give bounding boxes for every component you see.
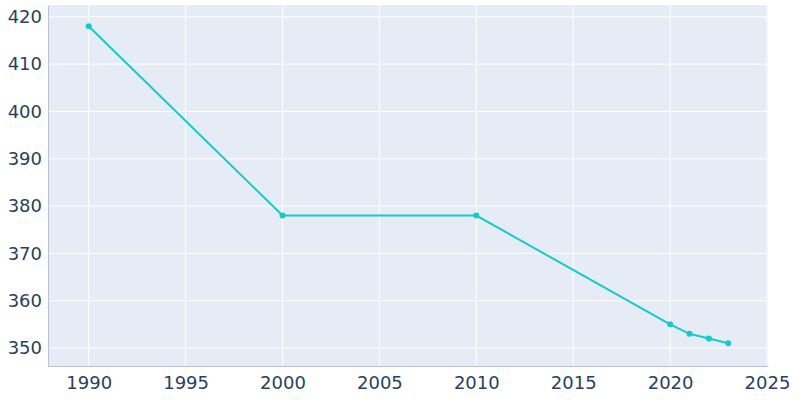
x-grid-line <box>379 5 380 366</box>
x-grid-line <box>185 5 186 366</box>
y-axis-tick-label: 370 <box>8 243 42 264</box>
x-grid-line <box>88 5 89 366</box>
y-grid-line <box>48 300 768 301</box>
y-grid-line <box>48 348 768 349</box>
x-axis-tick-label: 2025 <box>745 372 791 393</box>
line <box>89 26 729 343</box>
marker <box>687 331 693 337</box>
x-axis-tick: 2025 <box>745 366 791 393</box>
x-axis-tick-label: 1990 <box>66 372 112 393</box>
y-grid-line <box>48 64 768 65</box>
marker <box>280 213 286 219</box>
x-axis-tick-label: 1995 <box>163 372 209 393</box>
marker <box>725 340 731 346</box>
x-axis-tick-label: 2020 <box>648 372 694 393</box>
y-axis-tick: 390 <box>8 148 48 169</box>
x-axis-tick: 2020 <box>648 366 694 393</box>
chart: 1990 1995 2000 2005 2010 2015 2020 2025 350 360 37… <box>0 0 800 400</box>
marker <box>86 23 92 29</box>
x-axis-tick-label: 2005 <box>357 372 403 393</box>
x-axis-line <box>49 366 769 367</box>
marker <box>473 213 479 219</box>
x-axis-tick: 2005 <box>357 366 403 393</box>
y-axis-line <box>48 6 49 367</box>
y-axis-tick: 400 <box>8 101 48 122</box>
x-axis-tick: 2015 <box>551 366 597 393</box>
x-axis-tick: 1995 <box>163 366 209 393</box>
plot-background <box>48 5 768 366</box>
x-grid-line <box>767 5 768 366</box>
grid <box>48 5 768 366</box>
x-grid-line <box>476 5 477 366</box>
y-axis-tick-label: 400 <box>8 101 42 122</box>
y-axis: 350 360 370 380 390 400 410 420 <box>8 6 49 367</box>
y-axis-tick-label: 350 <box>8 337 42 358</box>
series <box>86 23 732 346</box>
x-axis-tick-label: 2015 <box>551 372 597 393</box>
y-axis-tick: 380 <box>8 195 48 216</box>
y-axis-tick: 410 <box>8 53 48 74</box>
y-grid-line <box>48 158 768 159</box>
x-grid-line <box>573 5 574 366</box>
y-axis-tick: 420 <box>8 6 48 27</box>
x-axis-tick: 2000 <box>260 366 306 393</box>
y-axis-tick: 370 <box>8 243 48 264</box>
x-grid-line <box>670 5 671 366</box>
y-axis-tick: 360 <box>8 290 48 311</box>
y-grid-line <box>48 206 768 207</box>
x-axis-tick: 2010 <box>454 366 500 393</box>
marker <box>706 336 712 342</box>
y-grid-line <box>48 253 768 254</box>
y-axis-tick-label: 380 <box>8 195 42 216</box>
y-axis-tick-label: 420 <box>8 6 42 27</box>
x-axis: 1990 1995 2000 2005 2010 2015 2020 2025 <box>49 366 791 393</box>
y-grid-line <box>48 16 768 17</box>
x-grid-line <box>282 5 283 366</box>
x-axis-tick-label: 2010 <box>454 372 500 393</box>
y-grid-line <box>48 111 768 112</box>
x-axis-tick-label: 2000 <box>260 372 306 393</box>
y-axis-tick-label: 360 <box>8 290 42 311</box>
y-axis-tick: 350 <box>8 337 48 358</box>
y-axis-tick-label: 410 <box>8 53 42 74</box>
y-axis-tick-label: 390 <box>8 148 42 169</box>
plot: 1990 1995 2000 2005 2010 2015 2020 2025 350 360 37… <box>8 5 791 393</box>
marker <box>667 321 673 327</box>
x-axis-tick: 1990 <box>66 366 112 393</box>
